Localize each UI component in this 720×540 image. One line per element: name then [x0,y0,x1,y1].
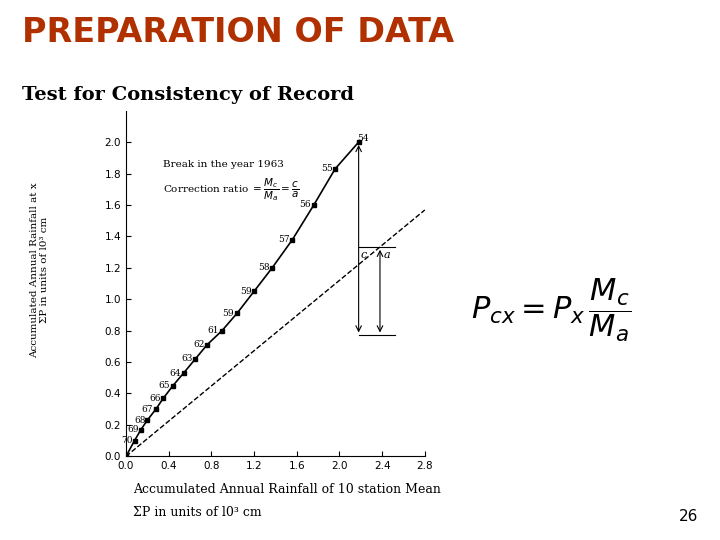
Text: 67: 67 [142,404,153,414]
Text: 69: 69 [127,425,139,434]
Text: 55: 55 [320,164,333,173]
Text: Test for Consistency of Record: Test for Consistency of Record [22,86,354,104]
Text: 63: 63 [181,354,192,363]
Text: Correction ratio $= \dfrac{M_c}{M_a} = \dfrac{c}{a}$: Correction ratio $= \dfrac{M_c}{M_a} = \… [163,176,300,202]
Text: 66: 66 [149,394,161,403]
Text: Accumulated Annual Rainfall of 10 station Mean: Accumulated Annual Rainfall of 10 statio… [133,483,441,496]
Text: Accumulated Annual Rainfall at x
ΣP in units of l0³ cm: Accumulated Annual Rainfall at x ΣP in u… [30,182,49,358]
Text: $\it{P}_{cx} = \it{P}_{x}\,\dfrac{\it{M}_{c}}{\it{M}_{a}}$: $\it{P}_{cx} = \it{P}_{x}\,\dfrac{\it{M}… [471,276,631,344]
Text: 70: 70 [121,436,132,445]
Text: 64: 64 [169,368,181,377]
Text: ΣP in units of l0³ cm: ΣP in units of l0³ cm [133,506,262,519]
Text: PREPARATION OF DATA: PREPARATION OF DATA [22,16,454,49]
Text: 65: 65 [158,381,170,390]
Text: 26: 26 [679,509,698,524]
Text: 54: 54 [357,134,369,144]
Text: 59: 59 [222,309,234,318]
Text: c: c [361,250,367,260]
Text: a: a [383,250,390,260]
Text: 62: 62 [193,340,204,349]
Text: 58: 58 [258,264,269,272]
Text: 61: 61 [208,326,220,335]
Text: Break in the year 1963: Break in the year 1963 [163,160,284,168]
Text: 68: 68 [134,416,145,424]
Text: 56: 56 [300,200,311,210]
Text: 57: 57 [278,235,289,244]
Text: 59: 59 [240,287,251,296]
